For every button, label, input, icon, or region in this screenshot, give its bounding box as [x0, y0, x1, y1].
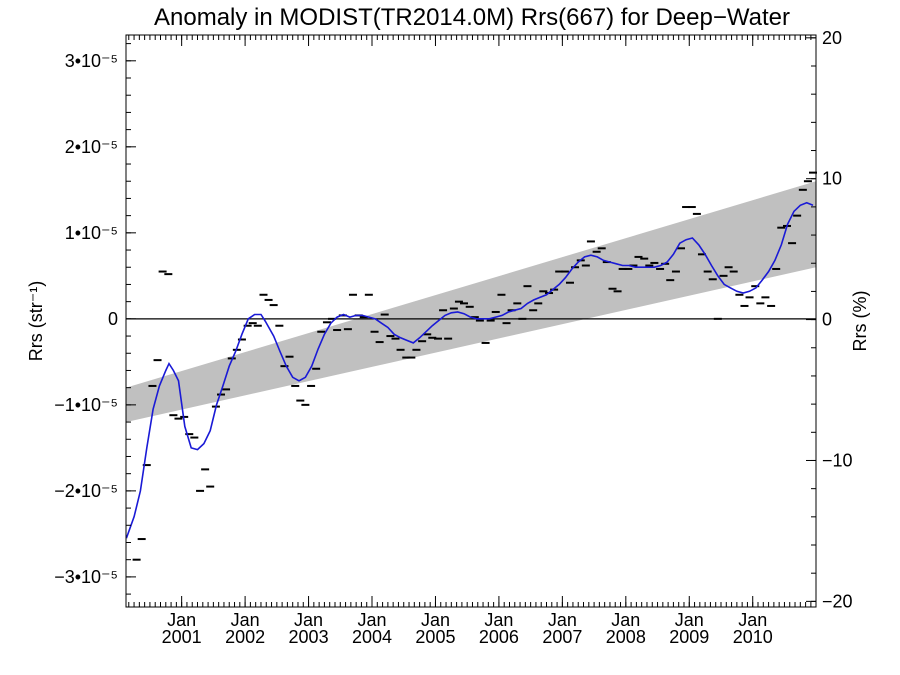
- y-tick-label-left: 1•10⁻⁵: [65, 223, 118, 243]
- x-tick-label-year: 2001: [162, 627, 202, 647]
- x-tick-label-year: 2003: [289, 627, 329, 647]
- y-tick-label-right: 20: [822, 28, 842, 48]
- x-tick-label-month: Jan: [357, 610, 386, 630]
- x-tick-label-year: 2006: [479, 627, 519, 647]
- y-tick-label-left: 3•10⁻⁵: [65, 51, 118, 71]
- smoothed-line: [125, 201, 814, 539]
- x-tick-label-month: Jan: [231, 610, 260, 630]
- y-tick-label-left: 2•10⁻⁵: [65, 137, 118, 157]
- x-tick-label-month: Jan: [484, 610, 513, 630]
- y-axis-label-right: Rrs (%): [850, 291, 870, 352]
- y-axis-label-left: Rrs (str⁻¹): [26, 281, 46, 361]
- y-tick-label-right: −20: [822, 591, 853, 611]
- x-tick-label-month: Jan: [548, 610, 577, 630]
- x-tick-label-month: Jan: [611, 610, 640, 630]
- x-tick-label-year: 2010: [733, 627, 773, 647]
- x-tick-label-year: 2005: [415, 627, 455, 647]
- x-tick-label-month: Jan: [675, 610, 704, 630]
- y-tick-label-right: −10: [822, 450, 853, 470]
- y-tick-label-left: −3•10⁻⁵: [54, 567, 118, 587]
- y-tick-label-right: 0: [822, 310, 832, 330]
- x-tick-label-year: 2002: [225, 627, 265, 647]
- x-tick-label-month: Jan: [421, 610, 450, 630]
- y-tick-label-left: −2•10⁻⁵: [54, 481, 118, 501]
- y-tick-label-left: −1•10⁻⁵: [54, 395, 118, 415]
- x-tick-label-year: 2007: [542, 627, 582, 647]
- x-tick-label-year: 2004: [352, 627, 392, 647]
- x-tick-label-month: Jan: [294, 610, 323, 630]
- x-tick-label-year: 2009: [669, 627, 709, 647]
- x-tick-label-year: 2008: [606, 627, 646, 647]
- plot-frame: [125, 34, 817, 608]
- trend-band: [126, 181, 816, 423]
- chart-title: Anomaly in MODIST(TR2014.0M) Rrs(667) fo…: [154, 4, 790, 31]
- y-tick-label-right: 10: [822, 169, 842, 189]
- x-tick-label-month: Jan: [167, 610, 196, 630]
- x-tick-label-month: Jan: [738, 610, 767, 630]
- y-tick-label-left: 0: [108, 309, 118, 329]
